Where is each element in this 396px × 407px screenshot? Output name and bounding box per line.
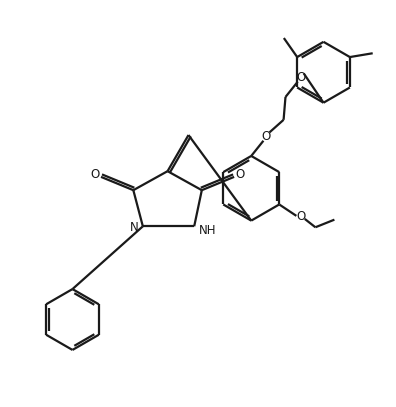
Text: O: O <box>296 210 306 223</box>
Text: O: O <box>235 168 244 182</box>
Text: N: N <box>130 221 139 234</box>
Text: NH: NH <box>199 224 216 237</box>
Text: O: O <box>296 72 305 85</box>
Text: O: O <box>262 130 271 143</box>
Text: O: O <box>91 168 100 182</box>
